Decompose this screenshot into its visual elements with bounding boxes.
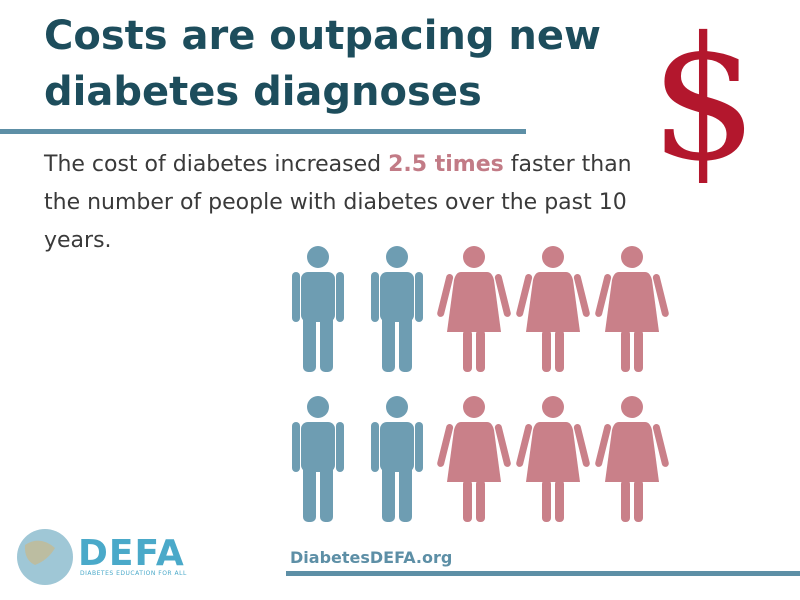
woman-icon	[436, 396, 512, 522]
man-icon	[292, 246, 344, 372]
dollar-sign: $	[650, 1, 759, 199]
title-rule	[0, 129, 526, 134]
title: Costs are outpacing new diabetes diagnos…	[44, 13, 601, 115]
woman-icon	[594, 246, 670, 372]
body-text-part: The cost of diabetes increased	[44, 152, 389, 177]
woman-icon	[594, 396, 670, 522]
footer-rule	[286, 571, 800, 576]
woman-icon	[515, 396, 591, 522]
body-text-part: faster than the number of people with di…	[44, 152, 632, 253]
logo-tagline: DIABETES EDUCATION FOR ALL	[80, 570, 187, 577]
logo-text: DEFA	[78, 533, 185, 574]
man-icon	[371, 396, 423, 522]
woman-icon	[436, 246, 512, 372]
man-icon	[292, 396, 344, 522]
man-icon	[371, 246, 423, 372]
body-text: The cost of diabetes increased 2.5 times…	[44, 146, 634, 260]
globe-land	[24, 540, 55, 565]
website: DiabetesDEFA.org	[290, 548, 453, 567]
woman-icon	[515, 246, 591, 372]
highlight: 2.5 times	[388, 152, 504, 177]
